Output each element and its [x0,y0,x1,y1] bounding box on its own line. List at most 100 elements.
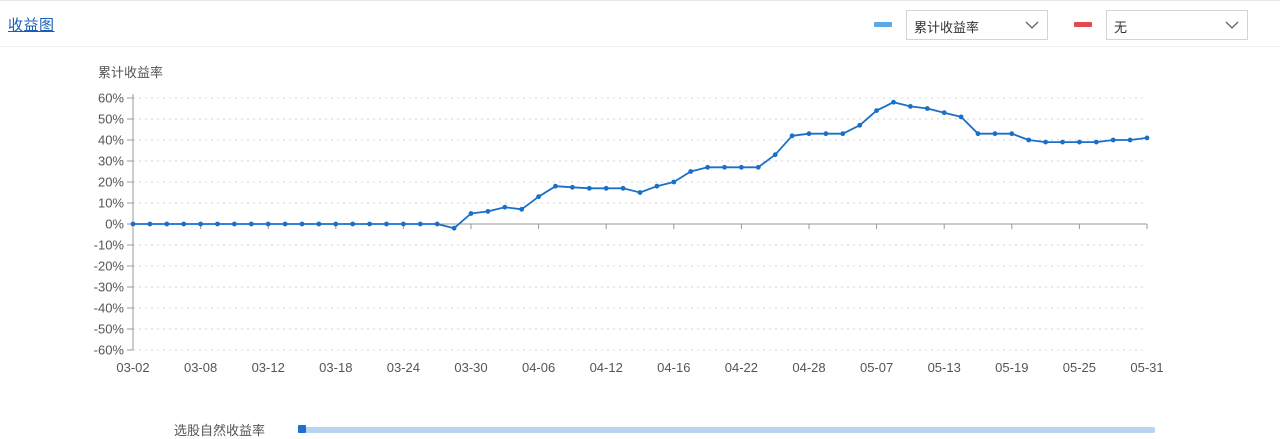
data-point [570,184,575,190]
data-point [772,152,778,158]
data-point [874,108,879,113]
range-slider-handle[interactable] [298,425,306,433]
data-point [215,221,220,227]
y-tick-label: 10% [98,196,124,211]
x-tick-label: 05-19 [995,360,1028,375]
series2-select[interactable]: 无 [1106,10,1248,40]
header-divider [0,46,1280,47]
data-point [722,164,727,170]
data-point [130,221,136,227]
data-point [671,179,677,185]
data-point [705,164,710,170]
x-tick-label: 05-07 [860,360,893,375]
data-point [299,221,305,227]
bottom-series-label: 选股自然收益率 [174,423,266,438]
data-point [823,131,829,137]
series2-select-value: 无 [1114,20,1128,35]
data-point [1077,139,1082,145]
data-point [451,225,457,231]
data-point [553,183,558,189]
data-point [1043,139,1048,145]
data-point [586,185,592,191]
y-tick-label: -20% [94,259,125,274]
series1-select-value: 累计收益率 [914,20,980,35]
chart-header: 收益图 累计收益率 无 [0,0,1280,48]
y-tick-label: -30% [94,280,125,295]
data-point [1110,137,1116,143]
data-point [1144,135,1150,141]
data-point [857,122,863,128]
data-point [1093,139,1099,145]
data-point [316,221,322,227]
data-point [840,131,846,137]
data-point [789,133,795,139]
x-tick-label: 05-13 [928,360,961,375]
data-point [958,114,964,120]
data-point [1026,137,1032,143]
x-tick-label: 04-16 [657,360,690,375]
data-point [1060,139,1065,145]
x-tick-label: 03-12 [252,360,285,375]
y-tick-label: 0% [105,217,124,232]
data-point [992,131,998,137]
data-point [536,194,541,200]
y-tick-label: -10% [94,238,125,253]
x-tick-label: 03-02 [116,360,149,375]
x-tick-label: 05-31 [1130,360,1163,375]
series1-legend-swatch [874,22,892,27]
data-point [755,164,761,170]
x-tick-label: 04-22 [725,360,758,375]
data-point [333,221,339,227]
data-point [282,221,288,227]
range-slider-track[interactable] [300,427,1155,433]
data-point [147,221,153,227]
data-point [688,169,694,174]
data-point [806,131,812,137]
data-point [908,104,913,109]
y-tick-label: -50% [94,322,125,337]
data-point [265,221,271,227]
series1-select[interactable]: 累计收益率 [906,10,1048,40]
x-tick-label: 03-24 [387,360,420,375]
data-point [417,221,423,227]
x-tick-label: 03-08 [184,360,217,375]
data-point [739,164,744,170]
y-axis-title: 累计收益率 [98,65,163,80]
data-point [198,221,204,227]
x-tick-label: 04-12 [590,360,623,375]
chevron-down-icon [1025,21,1039,29]
y-tick-label: 60% [98,91,124,106]
data-point [434,221,440,227]
data-point [384,221,389,227]
data-point [924,106,930,111]
data-point [603,185,609,191]
top-rule [0,0,1280,1]
data-point [164,221,170,227]
data-point [941,110,947,116]
data-point [401,221,406,227]
series-line [133,101,1148,230]
data-point [502,204,508,210]
data-point [350,221,356,227]
data-point [1009,131,1015,137]
y-tick-label: 40% [98,133,124,148]
x-tick-label: 03-18 [319,360,352,375]
x-tick-label: 04-06 [522,360,555,375]
y-tick-label: -60% [94,343,125,358]
data-point [519,206,525,212]
x-tick-label: 05-25 [1063,360,1096,375]
data-point [975,131,981,137]
chevron-down-icon [1225,21,1239,29]
cumulative-return-chart: 累计收益率 60% 50% 40% 30% 20% 10% 0% -10% -20% -30% -40… [94,65,1164,375]
data-point [891,99,896,105]
y-tick-label: 50% [98,112,124,127]
x-tick-label: 03-30 [454,360,487,375]
data-point [485,209,491,214]
chart-title-link[interactable]: 收益图 [8,17,55,34]
data-point [620,185,626,191]
data-point [654,183,660,189]
y-tick-label: -40% [94,301,125,316]
data-point [1127,137,1133,143]
y-tick-label: 30% [98,154,124,169]
data-point [181,221,187,227]
